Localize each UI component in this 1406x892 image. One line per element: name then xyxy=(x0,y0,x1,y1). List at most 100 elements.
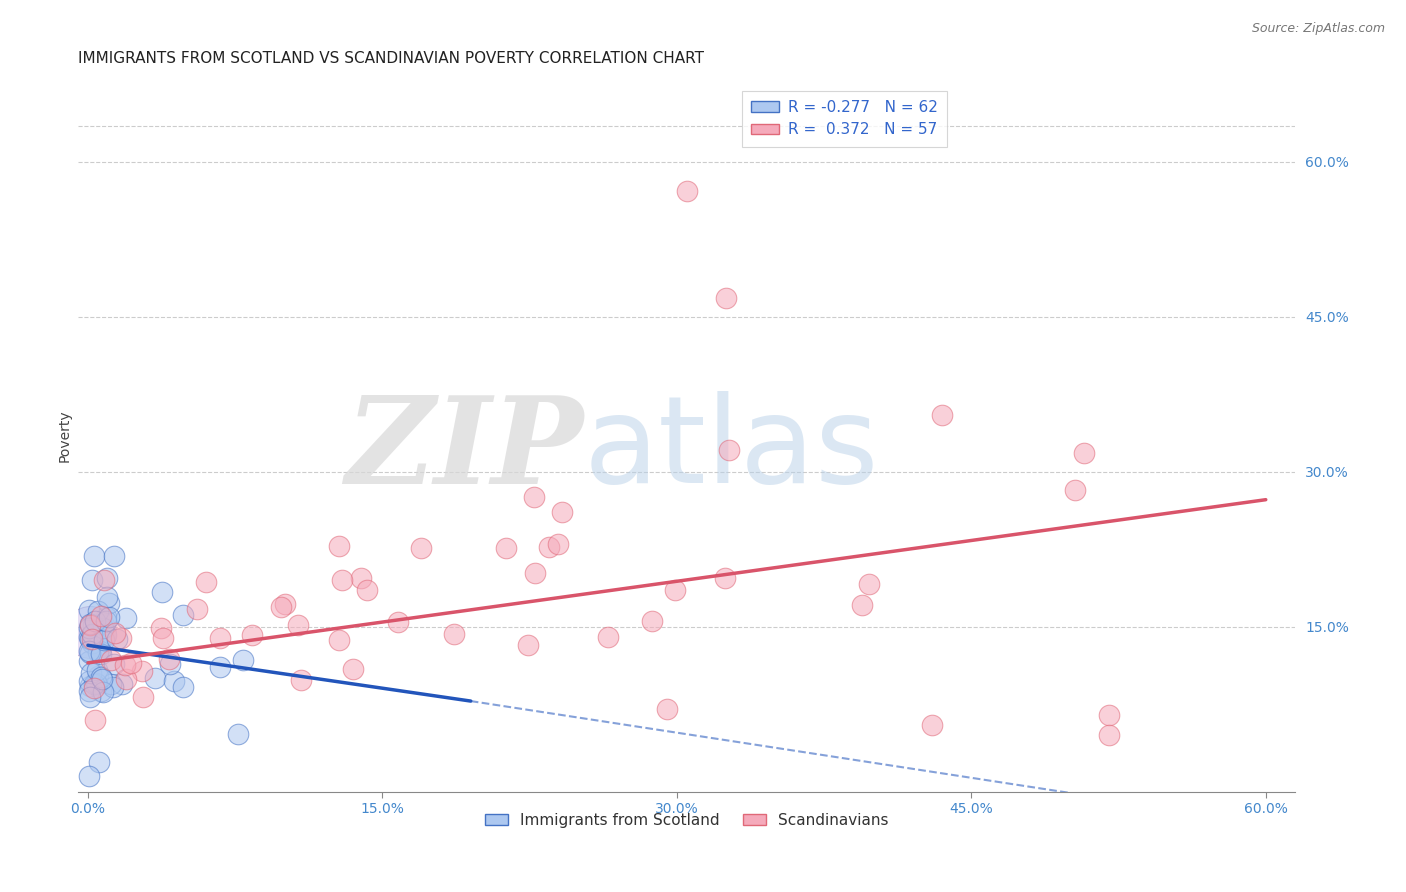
Point xyxy=(82,618,104,632)
Legend: Immigrants from Scotland, Scandinavians: Immigrants from Scotland, Scandinavians xyxy=(479,807,894,834)
Point xyxy=(208,660,231,674)
Point xyxy=(80,626,103,640)
Point xyxy=(93,574,115,588)
Point xyxy=(103,549,125,563)
Point xyxy=(356,583,378,598)
Point xyxy=(132,690,155,705)
Text: IMMIGRANTS FROM SCOTLAND VS SCANDINAVIAN POVERTY CORRELATION CHART: IMMIGRANTS FROM SCOTLAND VS SCANDINAVIAN… xyxy=(79,51,704,66)
Point xyxy=(714,291,737,305)
Point xyxy=(194,574,217,589)
Point xyxy=(495,541,517,556)
Point xyxy=(77,621,100,635)
Point xyxy=(664,583,686,598)
Point xyxy=(1098,707,1121,722)
Point xyxy=(114,658,136,673)
Point xyxy=(1098,728,1121,742)
Point xyxy=(115,672,138,686)
Point xyxy=(547,536,569,550)
Point xyxy=(98,610,121,624)
Point xyxy=(83,549,105,563)
Point xyxy=(103,625,125,640)
Point xyxy=(89,644,111,658)
Point xyxy=(858,576,880,591)
Point xyxy=(523,566,546,581)
Text: Source: ZipAtlas.com: Source: ZipAtlas.com xyxy=(1251,22,1385,36)
Point xyxy=(718,443,741,458)
Point xyxy=(409,541,432,555)
Point xyxy=(103,657,125,671)
Point xyxy=(79,690,101,704)
Point xyxy=(342,662,364,676)
Point xyxy=(91,622,114,636)
Point xyxy=(387,615,409,630)
Point xyxy=(83,677,105,691)
Point xyxy=(83,614,105,628)
Point xyxy=(274,597,297,611)
Point xyxy=(77,674,100,689)
Point xyxy=(79,616,101,631)
Point xyxy=(150,585,173,599)
Point xyxy=(90,608,112,623)
Point xyxy=(84,676,107,690)
Point xyxy=(641,614,664,628)
Point xyxy=(90,647,112,661)
Point xyxy=(86,623,108,637)
Point xyxy=(80,573,103,587)
Point xyxy=(110,631,132,645)
Point xyxy=(77,644,100,658)
Point xyxy=(226,727,249,741)
Point xyxy=(96,610,118,624)
Point xyxy=(80,636,103,650)
Point xyxy=(349,571,371,585)
Point xyxy=(77,630,100,644)
Point xyxy=(290,673,312,688)
Point xyxy=(77,603,100,617)
Point xyxy=(287,617,309,632)
Point xyxy=(115,611,138,625)
Point xyxy=(270,600,292,615)
Point xyxy=(84,713,107,727)
Point xyxy=(172,608,194,623)
Point xyxy=(97,596,120,610)
Point xyxy=(240,628,263,642)
Point xyxy=(159,652,181,666)
Point xyxy=(523,491,546,505)
Point xyxy=(87,669,110,683)
Point xyxy=(172,680,194,694)
Point xyxy=(232,652,254,666)
Point xyxy=(79,618,101,632)
Point xyxy=(105,632,128,647)
Point xyxy=(208,632,231,646)
Point xyxy=(443,627,465,641)
Point xyxy=(163,673,186,688)
Y-axis label: Poverty: Poverty xyxy=(58,409,72,462)
Point xyxy=(94,614,117,628)
Point xyxy=(79,683,101,698)
Point xyxy=(851,598,873,612)
Point xyxy=(150,622,173,636)
Point xyxy=(159,657,181,671)
Point xyxy=(96,571,118,585)
Point xyxy=(655,702,678,716)
Point xyxy=(1073,446,1095,460)
Point xyxy=(89,684,111,698)
Point xyxy=(516,638,538,652)
Point xyxy=(86,664,108,678)
Text: ZIP: ZIP xyxy=(344,391,583,509)
Point xyxy=(82,628,104,642)
Point xyxy=(89,640,111,654)
Point xyxy=(143,671,166,685)
Point xyxy=(931,408,953,422)
Point xyxy=(87,756,110,770)
Point xyxy=(537,540,560,554)
Point xyxy=(87,604,110,618)
Point xyxy=(152,632,174,646)
Point xyxy=(86,676,108,690)
Point xyxy=(80,632,103,647)
Text: atlas: atlas xyxy=(583,392,879,508)
Point xyxy=(79,679,101,693)
Point xyxy=(1063,483,1085,498)
Point xyxy=(186,602,208,616)
Point xyxy=(91,672,114,686)
Point xyxy=(93,632,115,647)
